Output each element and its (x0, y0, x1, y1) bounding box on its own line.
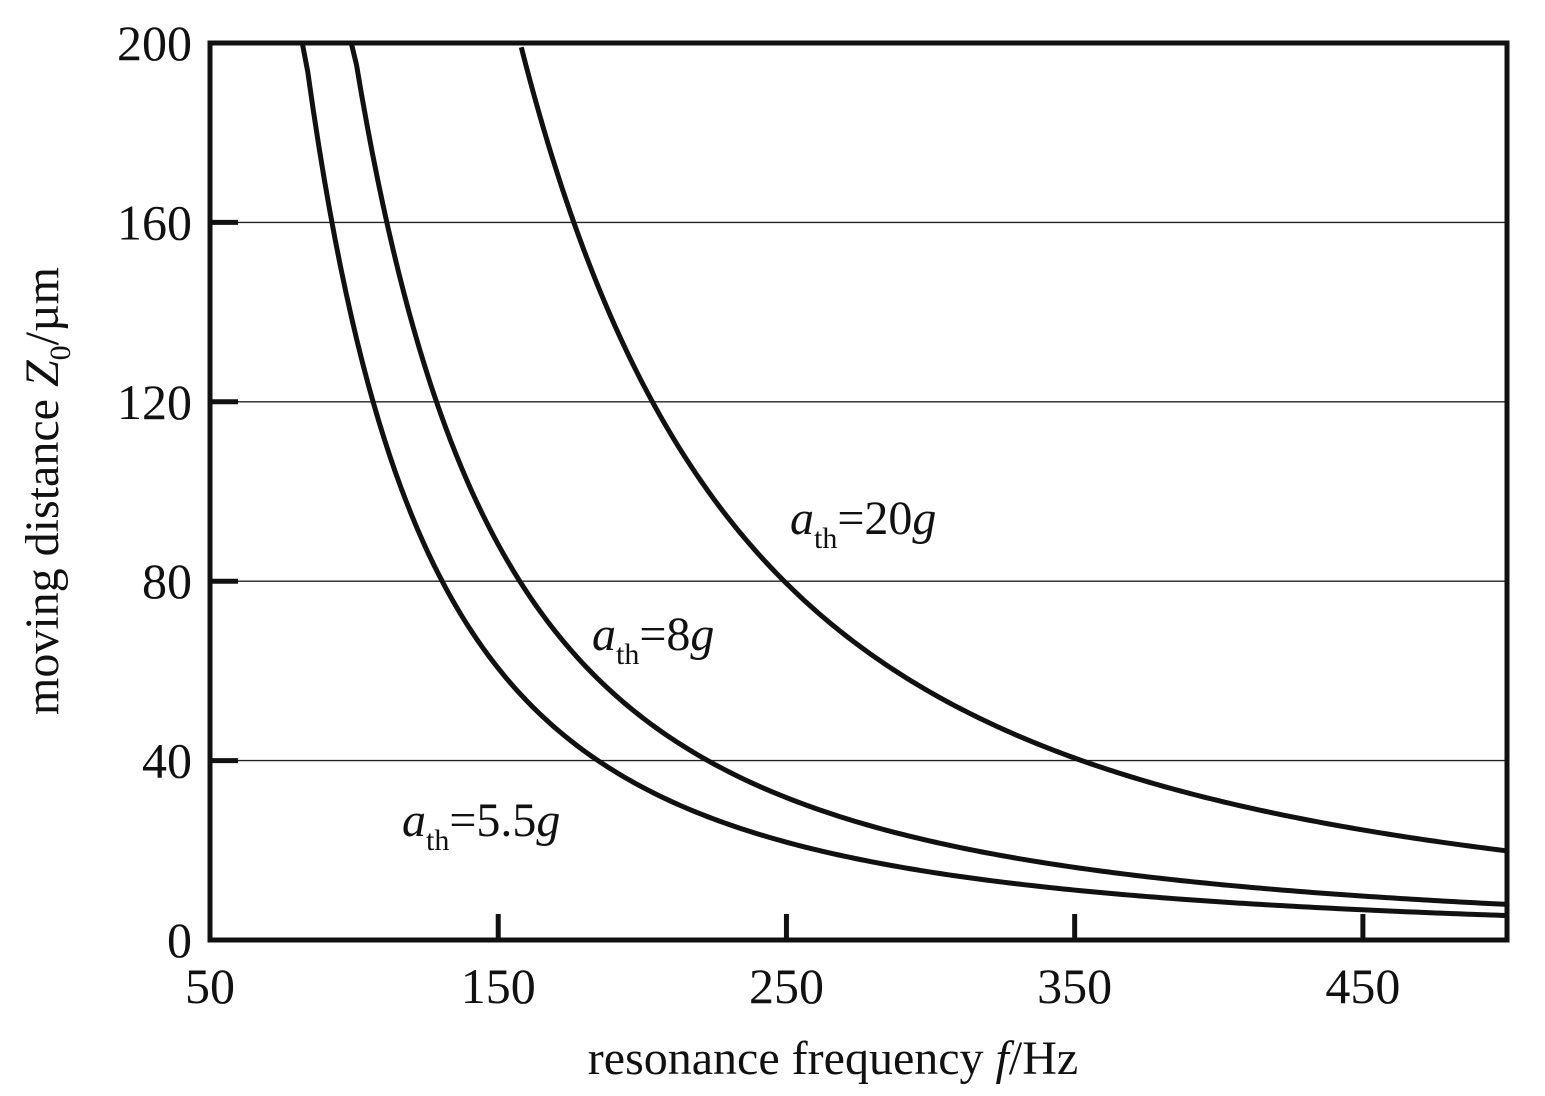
grid-lines (210, 221, 1507, 762)
y-tick-label: 160 (117, 194, 192, 250)
y-tick-label: 40 (142, 733, 192, 789)
y-axis-label: moving distance Z0/µm (16, 267, 77, 715)
x-axis-label: resonance frequency f/Hz (588, 1032, 1078, 1085)
curves (299, 42, 1508, 919)
plot-frame (207, 40, 1510, 943)
x-tick-label: 350 (1037, 958, 1112, 1014)
series-line-1 (299, 42, 1508, 919)
y-tick-label: 80 (142, 553, 192, 609)
y-tick-label: 200 (117, 15, 192, 71)
y-tick-label: 0 (167, 912, 192, 968)
y-tick-label: 120 (117, 374, 192, 430)
series-line-2 (348, 42, 1508, 907)
annotation-series-1: ath=5.5g (402, 794, 560, 857)
annotation-series-2: ath=8g (592, 608, 714, 671)
x-tick-label: 450 (1325, 958, 1400, 1014)
series-line-3 (518, 46, 1508, 854)
x-tick-label: 250 (749, 958, 824, 1014)
x-tick-label: 150 (461, 958, 536, 1014)
x-tick-label: 50 (185, 958, 235, 1014)
annotation-series-3: ath=20g (790, 492, 936, 555)
ticks (210, 219, 1366, 940)
tick-labels: 0 40 80 120 160 200 50 150 250 350 450 (117, 15, 1400, 1014)
